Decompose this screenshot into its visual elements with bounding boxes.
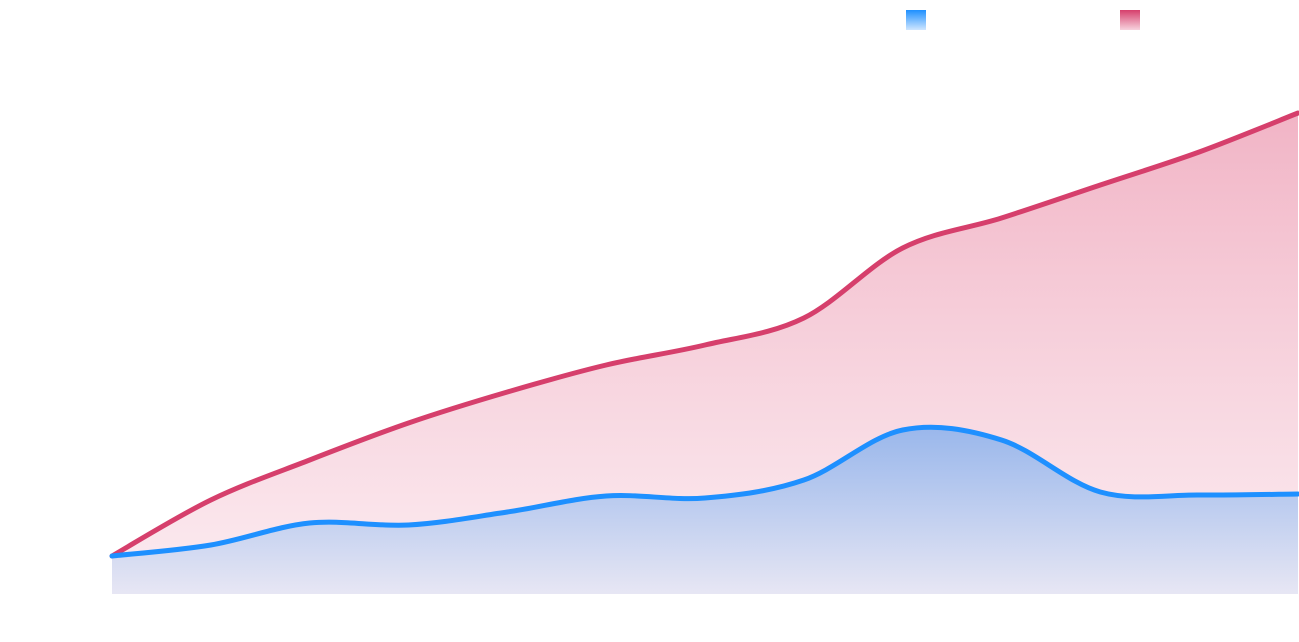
legend-swatch [906, 10, 926, 30]
line [109, 110, 1299, 559]
legend-swatch [1120, 10, 1140, 30]
area-fill [112, 427, 1298, 594]
line [109, 424, 1299, 559]
